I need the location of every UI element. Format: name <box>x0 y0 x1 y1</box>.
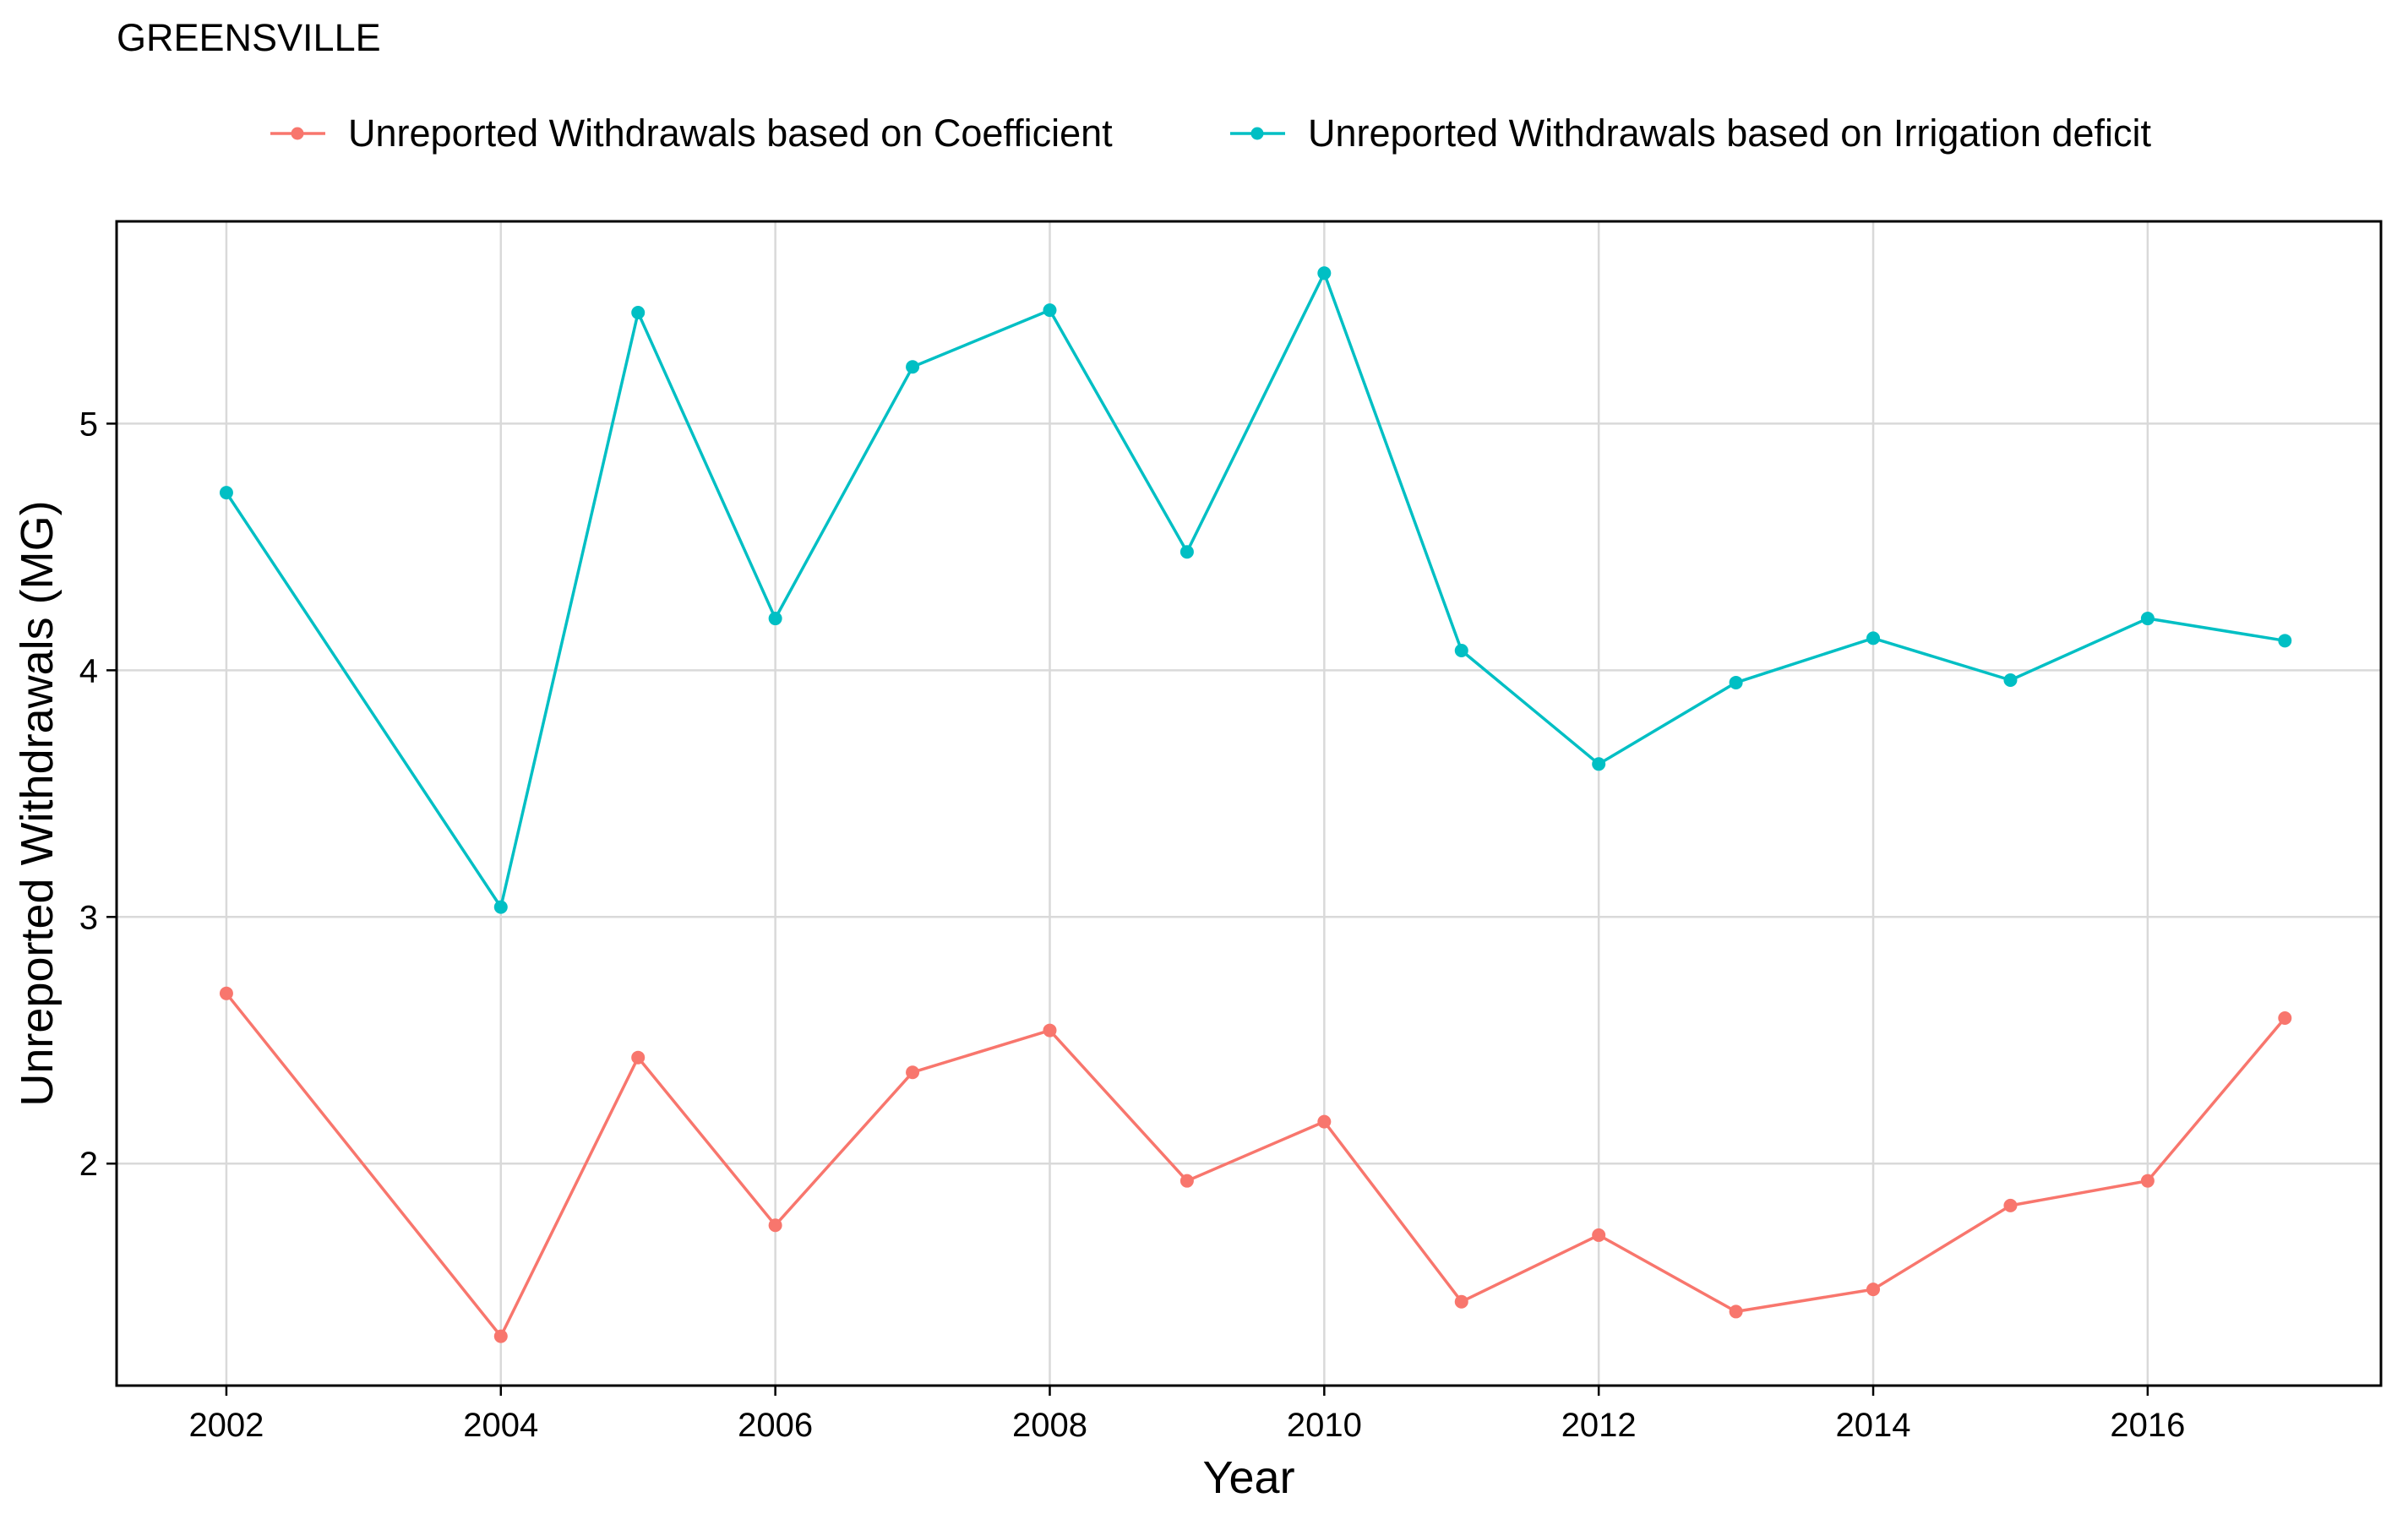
data-point-irrigation <box>768 612 782 626</box>
x-tick-label: 2004 <box>463 1407 538 1444</box>
legend-label-coefficient: Unreported Withdrawals based on Coeffici… <box>348 112 1113 155</box>
data-point-irrigation <box>1454 643 1468 657</box>
data-point-coefficient <box>1454 1294 1468 1309</box>
x-axis-label: Year <box>1202 1452 1294 1503</box>
data-point-irrigation <box>2003 673 2018 688</box>
data-point-coefficient <box>631 1050 646 1065</box>
chart-title: GREENSVILLE <box>117 16 381 59</box>
data-point-irrigation <box>1866 631 1881 645</box>
x-tick-label: 2006 <box>738 1407 813 1444</box>
x-tick-label: 2016 <box>2110 1407 2185 1444</box>
y-axis-label: Unreported Withdrawals (MG) <box>12 500 63 1106</box>
data-point-irrigation <box>1317 266 1332 280</box>
x-tick-label: 2002 <box>188 1407 264 1444</box>
data-point-irrigation <box>1179 545 1194 559</box>
data-point-coefficient <box>1729 1304 1743 1319</box>
data-point-coefficient <box>493 1329 508 1343</box>
data-point-irrigation <box>1043 303 1057 318</box>
data-point-irrigation <box>1729 675 1743 689</box>
data-point-coefficient <box>2140 1174 2155 1188</box>
legend: Unreported Withdrawals based on Coeffici… <box>270 112 2151 155</box>
data-point-coefficient <box>906 1065 920 1080</box>
legend-marker-coefficient <box>291 127 304 140</box>
series-points <box>219 266 2292 1343</box>
data-point-coefficient <box>1592 1228 1606 1242</box>
data-point-irrigation <box>2140 612 2155 626</box>
data-point-irrigation <box>219 486 233 500</box>
y-tick-label: 3 <box>79 899 98 936</box>
legend-label-irrigation: Unreported Withdrawals based on Irrigati… <box>1308 112 2151 155</box>
data-point-coefficient <box>219 986 233 1000</box>
axis-ticks <box>106 422 2149 1396</box>
data-point-irrigation <box>631 306 646 320</box>
plot-frame <box>115 220 2383 1387</box>
x-tick-label: 2014 <box>1836 1407 1911 1444</box>
data-point-coefficient <box>768 1218 782 1233</box>
data-point-coefficient <box>1179 1174 1194 1188</box>
data-point-irrigation <box>2278 634 2292 648</box>
data-point-irrigation <box>906 360 920 374</box>
data-point-coefficient <box>2003 1198 2018 1212</box>
x-tick-label: 2010 <box>1287 1407 1362 1444</box>
x-tick-label: 2008 <box>1012 1407 1087 1444</box>
data-point-coefficient <box>1866 1283 1881 1297</box>
x-tick-label: 2012 <box>1561 1407 1637 1444</box>
y-tick-label: 5 <box>79 406 98 443</box>
tick-labels: 2002 2004 2006 2008 2010 2012 2014 2016 2 3 4 5 <box>79 406 2186 1444</box>
data-point-coefficient <box>1317 1114 1332 1129</box>
y-tick-label: 2 <box>79 1146 98 1183</box>
data-point-coefficient <box>1043 1023 1057 1038</box>
data-point-coefficient <box>2278 1010 2292 1025</box>
y-tick-label: 4 <box>79 652 98 689</box>
legend-marker-irrigation <box>1250 127 1264 140</box>
data-point-irrigation <box>1592 757 1606 771</box>
data-point-irrigation <box>493 900 508 914</box>
